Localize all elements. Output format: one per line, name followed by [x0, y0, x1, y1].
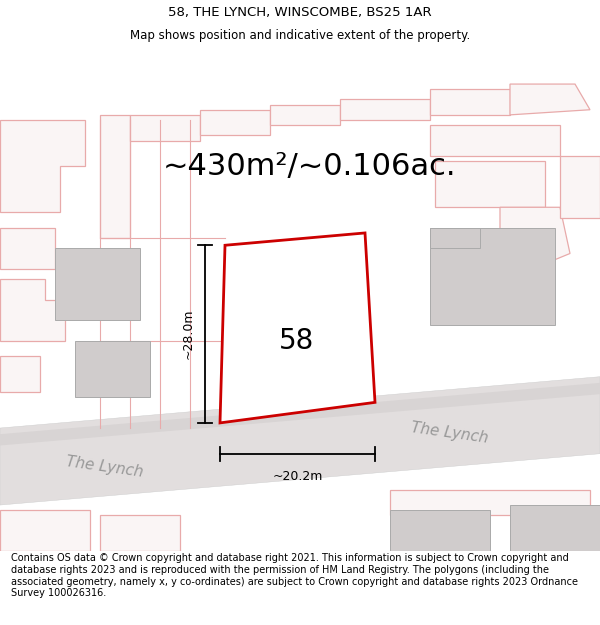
- Polygon shape: [0, 510, 90, 551]
- Polygon shape: [0, 279, 65, 341]
- Polygon shape: [270, 104, 340, 125]
- Polygon shape: [340, 99, 430, 120]
- Polygon shape: [0, 377, 600, 505]
- Polygon shape: [430, 125, 560, 156]
- Polygon shape: [235, 326, 345, 392]
- Text: The Lynch: The Lynch: [65, 454, 145, 480]
- Polygon shape: [430, 228, 480, 248]
- Polygon shape: [510, 505, 600, 551]
- Polygon shape: [0, 356, 40, 392]
- Text: Contains OS data © Crown copyright and database right 2021. This information is : Contains OS data © Crown copyright and d…: [11, 554, 578, 598]
- Text: ~20.2m: ~20.2m: [272, 470, 323, 483]
- Text: ~28.0m: ~28.0m: [182, 309, 195, 359]
- Polygon shape: [0, 120, 85, 212]
- Text: The Lynch: The Lynch: [410, 421, 490, 446]
- Polygon shape: [220, 233, 375, 423]
- Polygon shape: [0, 228, 55, 269]
- Polygon shape: [510, 84, 590, 115]
- Polygon shape: [100, 516, 180, 551]
- Polygon shape: [130, 115, 200, 141]
- Polygon shape: [200, 110, 270, 136]
- Polygon shape: [390, 489, 590, 516]
- Polygon shape: [100, 115, 130, 238]
- Polygon shape: [435, 161, 545, 208]
- Text: 58: 58: [278, 328, 314, 355]
- Polygon shape: [560, 156, 600, 218]
- Polygon shape: [500, 208, 570, 264]
- Text: ~430m²/~0.106ac.: ~430m²/~0.106ac.: [163, 152, 457, 181]
- Polygon shape: [430, 228, 555, 326]
- Polygon shape: [75, 341, 150, 398]
- Polygon shape: [390, 510, 490, 551]
- Polygon shape: [55, 248, 140, 320]
- Polygon shape: [430, 89, 510, 115]
- Text: Map shows position and indicative extent of the property.: Map shows position and indicative extent…: [130, 29, 470, 42]
- Polygon shape: [0, 383, 600, 446]
- Text: 58, THE LYNCH, WINSCOMBE, BS25 1AR: 58, THE LYNCH, WINSCOMBE, BS25 1AR: [168, 6, 432, 19]
